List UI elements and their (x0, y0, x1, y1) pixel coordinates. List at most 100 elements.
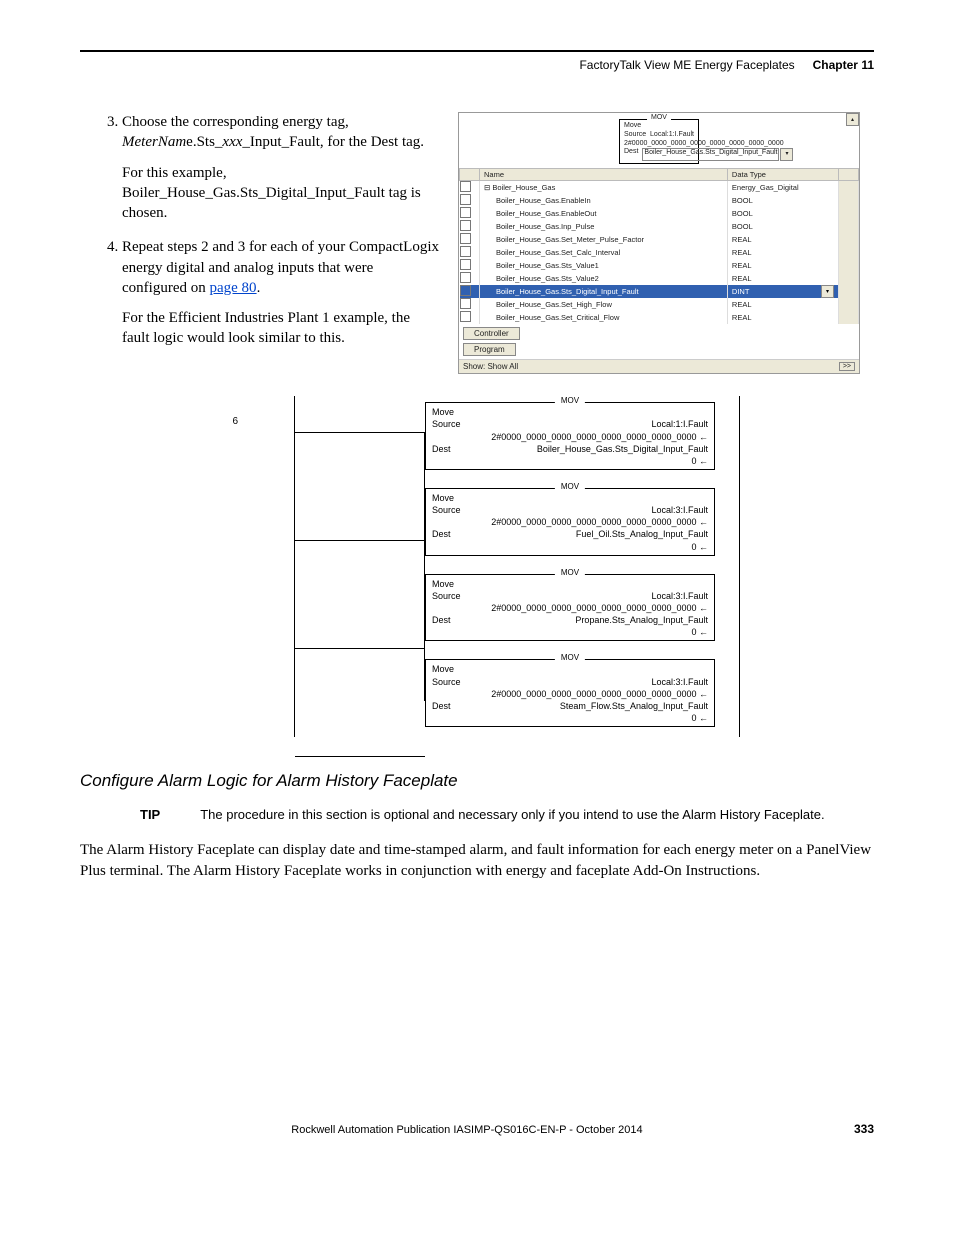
program-button[interactable]: Program (463, 343, 516, 356)
mov-label: MOV (555, 482, 585, 493)
tag-table: Name Data Type ⊟ Boiler_House_GasEnergy_… (459, 168, 859, 324)
scroll-up-icon[interactable]: ▴ (846, 113, 859, 126)
step-text: . (257, 280, 261, 296)
mov-source-label: Source (432, 676, 461, 688)
tag-icon (460, 311, 471, 322)
type-column-header[interactable]: Data Type (727, 169, 838, 181)
table-row[interactable]: Boiler_House_Gas.Sts_Value2REAL (460, 272, 859, 285)
mov-label: MOV (555, 396, 585, 407)
table-row[interactable]: Boiler_House_Gas.EnableInBOOL (460, 194, 859, 207)
page-link[interactable]: page 80 (209, 280, 256, 296)
mov-source-label: Source (624, 131, 646, 140)
ladder-diagram: 6 MOVMoveSourceLocal:1:I.Fault2#0000_000… (214, 388, 740, 745)
step-text: Repeat steps 2 and 3 for each of your Co… (122, 239, 439, 296)
tag-icon (460, 181, 471, 192)
rung-number: 6 (232, 416, 238, 427)
tag-icon (460, 233, 471, 244)
mov-block: MOVMoveSourceLocal:3:I.Fault2#0000_0000_… (425, 659, 715, 727)
tag-name-cell: Boiler_House_Gas.Sts_Value1 (480, 259, 728, 272)
table-row[interactable]: ⊟ Boiler_House_GasEnergy_Gas_Digital (460, 181, 859, 195)
mov-source-label: Source (432, 504, 461, 516)
mov-source-bin: 2#0000_0000_0000_0000_0000_0000_0000_000… (432, 688, 708, 700)
dropdown-icon[interactable]: ▾ (821, 285, 834, 298)
mov-source-bin: 2#0000_0000_0000_0000_0000_0000_0000_000… (432, 602, 708, 614)
controller-button[interactable]: Controller (463, 327, 520, 340)
mov-source-label: Source (432, 590, 461, 602)
mov-move: Move (432, 578, 708, 590)
mov-label: MOV (647, 114, 671, 123)
tag-name-cell: Boiler_House_Gas.Sts_Digital_Input_Fault (480, 285, 728, 298)
tag-name-cell: Boiler_House_Gas.EnableIn (480, 194, 728, 207)
name-column-header[interactable]: Name (480, 169, 728, 181)
page-header: FactoryTalk View ME Energy Faceplates Ch… (80, 58, 874, 72)
mov-block: MOVMoveSourceLocal:1:I.Fault2#0000_0000_… (425, 402, 715, 470)
mov-move: Move (624, 122, 694, 131)
mov-block: MOVMoveSourceLocal:3:I.Fault2#0000_0000_… (425, 488, 715, 556)
tag-icon (460, 259, 471, 270)
step-paragraph: For the Efficient Industries Plant 1 exa… (122, 308, 440, 349)
body-paragraph: The Alarm History Faceplate can display … (80, 840, 874, 882)
mov-dest-label: Dest (432, 700, 451, 712)
mov-dest-value: Boiler_House_Gas.Sts_Digital_Input_Fault (537, 443, 708, 455)
tag-name-cell: ⊟ Boiler_House_Gas (480, 181, 728, 195)
mov-dest-label: Dest (432, 614, 451, 626)
tag-type-cell: REAL (727, 272, 838, 285)
tag-icon (460, 246, 471, 257)
mov-dest-value: Steam_Flow.Sts_Analog_Input_Fault (560, 700, 708, 712)
mov-instruction-box: MOV Move SourceLocal:1:I.Fault 2#0000_00… (619, 119, 699, 164)
step-text: Choose the corresponding energy tag, (122, 114, 349, 130)
tip-block: TIP The procedure in this section is opt… (140, 807, 874, 822)
tag-icon (460, 194, 471, 205)
tag-name-cell: Boiler_House_Gas.EnableOut (480, 207, 728, 220)
tag-name-cell: Boiler_House_Gas.Set_Meter_Pulse_Factor (480, 233, 728, 246)
table-row[interactable]: Boiler_House_Gas.Inp_PulseBOOL (460, 220, 859, 233)
mov-dest-zero: 0 ← (432, 712, 708, 724)
mov-dest-zero: 0 ← (432, 455, 708, 467)
tag-name-cell: Boiler_House_Gas.Set_Calc_Interval (480, 246, 728, 259)
table-row[interactable]: Boiler_House_Gas.Set_Calc_IntervalREAL (460, 246, 859, 259)
tag-type-cell: REAL (727, 259, 838, 272)
mov-source-value: Local:1:I.Fault (650, 131, 694, 140)
table-row[interactable]: Boiler_House_Gas.EnableOutBOOL (460, 207, 859, 220)
mov-source-value: Local:1:I.Fault (651, 418, 708, 430)
mov-label: MOV (555, 653, 585, 664)
table-row[interactable]: Boiler_House_Gas.Set_Critical_FlowREAL (460, 311, 859, 324)
tip-text: The procedure in this section is optiona… (200, 807, 824, 822)
step-3: Choose the corresponding energy tag, Met… (122, 112, 440, 223)
step-text: e.Sts_ (186, 134, 222, 150)
step-text: xxx (222, 134, 242, 150)
tag-icon (460, 298, 471, 309)
table-row[interactable]: Boiler_House_Gas.Sts_Digital_Input_Fault… (460, 285, 859, 298)
show-label: Show: Show All (463, 362, 518, 371)
tag-type-cell: REAL (727, 233, 838, 246)
mov-source-bin: 2#0000_0000_0000_0000_0000_0000_0000_000… (432, 516, 708, 528)
tag-type-cell: DINT▾ (727, 285, 838, 298)
mov-dest-label: Dest (432, 443, 451, 455)
step-text: MeterNam (122, 134, 186, 150)
tag-name-cell: Boiler_House_Gas.Set_High_Flow (480, 298, 728, 311)
table-row[interactable]: Boiler_House_Gas.Sts_Value1REAL (460, 259, 859, 272)
header-chapter: Chapter 11 (813, 58, 874, 72)
mov-source-value: Local:3:I.Fault (651, 676, 708, 688)
mov-source-label: Source (432, 418, 461, 430)
tag-type-cell: Energy_Gas_Digital (727, 181, 838, 195)
page-footer: Rockwell Automation Publication IASIMP-Q… (80, 1122, 874, 1136)
dest-tag-input[interactable]: Boiler_House_Gas.Sts_Digital_Input_Fault (642, 148, 779, 161)
header-title: FactoryTalk View ME Energy Faceplates (579, 58, 794, 72)
tag-type-cell: BOOL (727, 207, 838, 220)
tag-icon (460, 285, 471, 296)
tip-label: TIP (140, 807, 160, 822)
dropdown-icon[interactable]: ▾ (780, 148, 793, 161)
mov-dest-zero: 0 ← (432, 541, 708, 553)
expand-button[interactable]: >> (839, 362, 855, 371)
table-row[interactable]: Boiler_House_Gas.Set_Meter_Pulse_FactorR… (460, 233, 859, 246)
mov-dest-value: Fuel_Oil.Sts_Analog_Input_Fault (576, 528, 708, 540)
mov-move: Move (432, 492, 708, 504)
section-heading: Configure Alarm Logic for Alarm History … (80, 771, 874, 791)
tag-type-cell: REAL (727, 311, 838, 324)
publication-id: Rockwell Automation Publication IASIMP-Q… (80, 1124, 854, 1136)
tag-icon (460, 207, 471, 218)
table-row[interactable]: Boiler_House_Gas.Set_High_FlowREAL (460, 298, 859, 311)
tag-type-cell: BOOL (727, 194, 838, 207)
mov-dest-label: Dest (624, 148, 638, 161)
